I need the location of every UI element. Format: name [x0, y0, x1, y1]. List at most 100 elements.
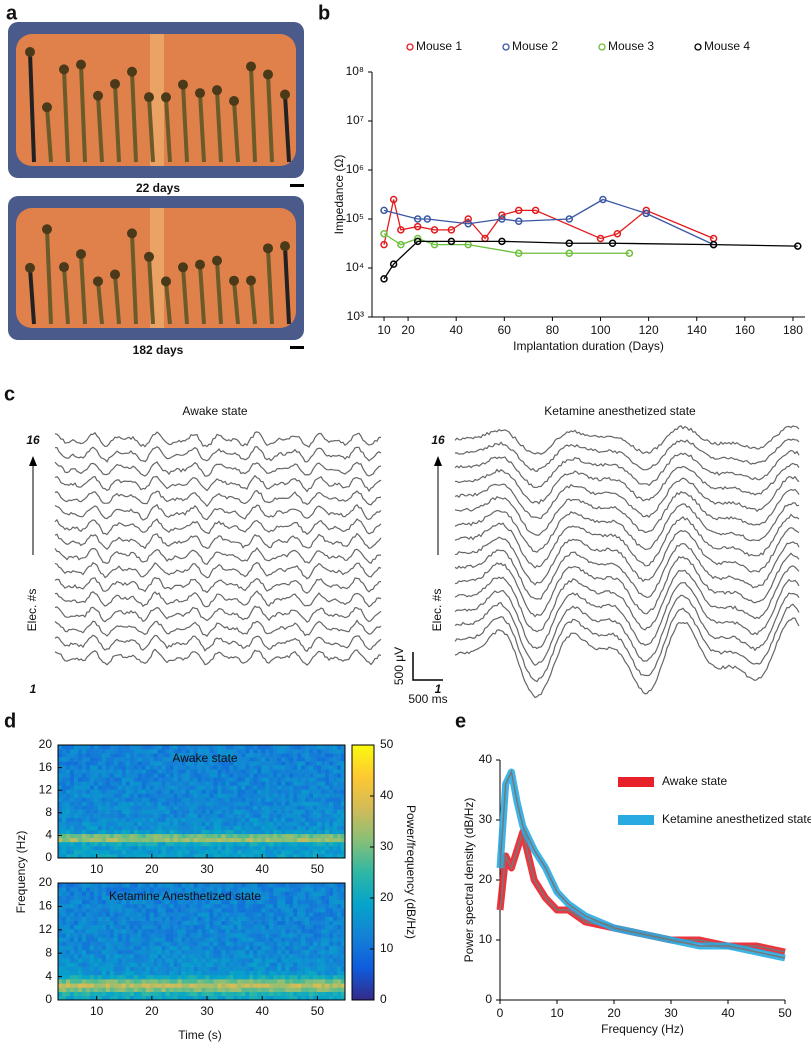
- heat-cell: [117, 908, 123, 913]
- heat-cell: [273, 916, 278, 921]
- heat-cell: [209, 966, 214, 972]
- heat-cell: [161, 817, 166, 822]
- heat-cell: [269, 983, 274, 988]
- heat-cell: [309, 753, 314, 758]
- heat-cell: [177, 958, 182, 963]
- heat-cell: [121, 899, 127, 905]
- heat-cell: [69, 841, 75, 847]
- trace: [54, 532, 382, 551]
- heat-cell: [301, 924, 306, 930]
- heat-cell: [181, 845, 186, 851]
- heat-cell: [105, 777, 111, 782]
- heat-cell: [153, 899, 158, 905]
- heat-cell: [69, 883, 75, 888]
- heat-cell: [257, 785, 262, 790]
- heat-cell: [69, 979, 75, 984]
- heat-cell: [337, 903, 342, 909]
- heat-cell: [285, 813, 290, 818]
- heat-cell: [177, 785, 182, 790]
- heat-cell: [113, 781, 119, 786]
- heat-cell: [61, 908, 67, 913]
- heat-cell: [265, 785, 270, 790]
- heat-cell: [153, 845, 158, 851]
- heat-cell: [129, 793, 135, 798]
- point: [397, 240, 405, 249]
- heat-cell: [129, 887, 135, 892]
- heat-cell: [69, 845, 75, 851]
- heat-cell: [229, 883, 234, 888]
- heat-cell: [301, 945, 306, 951]
- heat-cell: [193, 941, 198, 946]
- trace: [54, 518, 382, 536]
- heat-cell: [277, 962, 282, 967]
- heat-cell: [269, 928, 274, 934]
- heat-cell: [97, 813, 103, 818]
- heat-cell: [85, 789, 91, 794]
- heat-cell: [105, 829, 111, 835]
- heat-cell: [321, 958, 326, 963]
- heat-cell: [249, 837, 254, 843]
- heat-cell: [221, 837, 226, 843]
- heat-cell: [201, 987, 206, 992]
- heat-cell: [58, 749, 63, 754]
- heat-cell: [89, 853, 95, 859]
- heat-cell: [341, 891, 346, 896]
- heat-cell: [273, 745, 278, 750]
- heat-cell: [317, 933, 322, 938]
- heat-cell: [169, 912, 174, 917]
- heat-cell: [197, 966, 202, 972]
- heat-cell: [121, 928, 127, 934]
- heat-cell: [169, 749, 174, 754]
- heat-cell: [249, 974, 254, 980]
- heat-cell: [141, 933, 146, 938]
- heat-cell: [237, 781, 242, 786]
- heat-cell: [257, 891, 262, 896]
- heat-cell: [277, 813, 282, 818]
- heat-cell: [281, 887, 286, 892]
- heat-cell: [193, 757, 198, 762]
- heat-cell: [317, 849, 322, 855]
- heat-cell: [165, 789, 170, 794]
- heat-cell: [77, 813, 83, 818]
- heat-cell: [109, 974, 115, 980]
- heat-cell: [333, 813, 338, 818]
- heat-cell: [261, 749, 266, 754]
- heat-cell: [157, 769, 162, 774]
- heat-cell: [277, 761, 282, 766]
- heat-cell: [297, 991, 302, 997]
- heat-cell: [285, 991, 290, 997]
- heat-cell: [157, 899, 162, 905]
- heat-cell: [129, 949, 135, 955]
- heat-cell: [281, 903, 286, 909]
- heat-cell: [253, 945, 258, 951]
- heat-cell: [213, 801, 218, 806]
- heat-cell: [261, 979, 266, 984]
- heat-cell: [173, 753, 178, 758]
- heat-cell: [161, 895, 166, 901]
- heat-cell: [305, 995, 310, 1001]
- heat-cell: [137, 987, 143, 992]
- heat-cell: [137, 765, 143, 770]
- heat-cell: [209, 887, 214, 892]
- heat-cell: [265, 745, 270, 750]
- heat-cell: [297, 987, 302, 992]
- heat-cell: [341, 817, 346, 822]
- heat-cell: [297, 809, 302, 814]
- heat-cell: [237, 773, 242, 778]
- heat-cell: [77, 916, 83, 921]
- heat-cell: [249, 895, 254, 901]
- trace: [454, 502, 800, 553]
- heat-cell: [221, 958, 226, 963]
- heat-cell: [125, 797, 131, 802]
- heat-cell: [249, 817, 254, 822]
- heat-cell: [261, 966, 266, 972]
- heat-cell: [325, 809, 330, 814]
- heat-cell: [113, 753, 119, 758]
- heat-cell: [229, 813, 234, 818]
- heat-cell: [58, 849, 63, 855]
- heat-cell: [153, 821, 158, 827]
- heat-cell: [341, 908, 346, 913]
- heat-cell: [141, 924, 146, 930]
- heat-cell: [141, 769, 146, 774]
- heat-cell: [225, 912, 230, 917]
